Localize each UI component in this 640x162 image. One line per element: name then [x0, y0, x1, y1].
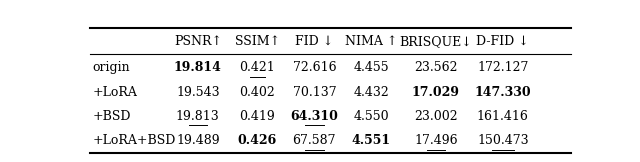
Text: 161.416: 161.416: [477, 110, 529, 123]
Text: origin: origin: [92, 61, 130, 74]
Text: 4.432: 4.432: [353, 86, 389, 99]
Text: PSNR↑: PSNR↑: [174, 35, 222, 48]
Text: +BSD: +BSD: [92, 110, 131, 123]
Text: 19.814: 19.814: [174, 61, 221, 74]
Text: 17.496: 17.496: [414, 134, 458, 147]
Text: 17.029: 17.029: [412, 86, 460, 99]
Text: 4.455: 4.455: [353, 61, 389, 74]
Text: 0.421: 0.421: [239, 61, 275, 74]
Text: D-FID ↓: D-FID ↓: [476, 35, 529, 48]
Text: NIMA ↑: NIMA ↑: [345, 35, 397, 48]
Text: 72.616: 72.616: [292, 61, 336, 74]
Text: 70.137: 70.137: [292, 86, 336, 99]
Text: 4.550: 4.550: [353, 110, 389, 123]
Text: +LoRA+BSD: +LoRA+BSD: [92, 134, 176, 147]
Text: 19.489: 19.489: [176, 134, 220, 147]
Text: 172.127: 172.127: [477, 61, 529, 74]
Text: 0.402: 0.402: [239, 86, 275, 99]
Text: 147.330: 147.330: [474, 86, 531, 99]
Text: BRISQUE↓: BRISQUE↓: [399, 35, 472, 48]
Text: 64.310: 64.310: [291, 110, 339, 123]
Text: 4.551: 4.551: [352, 134, 391, 147]
Text: 0.426: 0.426: [237, 134, 277, 147]
Text: 23.002: 23.002: [414, 110, 458, 123]
Text: +LoRA: +LoRA: [92, 86, 137, 99]
Text: FID ↓: FID ↓: [295, 35, 333, 48]
Text: 19.813: 19.813: [176, 110, 220, 123]
Text: SSIM↑: SSIM↑: [235, 35, 280, 48]
Text: 19.543: 19.543: [176, 86, 220, 99]
Text: 23.562: 23.562: [414, 61, 458, 74]
Text: 67.587: 67.587: [292, 134, 336, 147]
Text: 150.473: 150.473: [477, 134, 529, 147]
Text: 0.419: 0.419: [239, 110, 275, 123]
